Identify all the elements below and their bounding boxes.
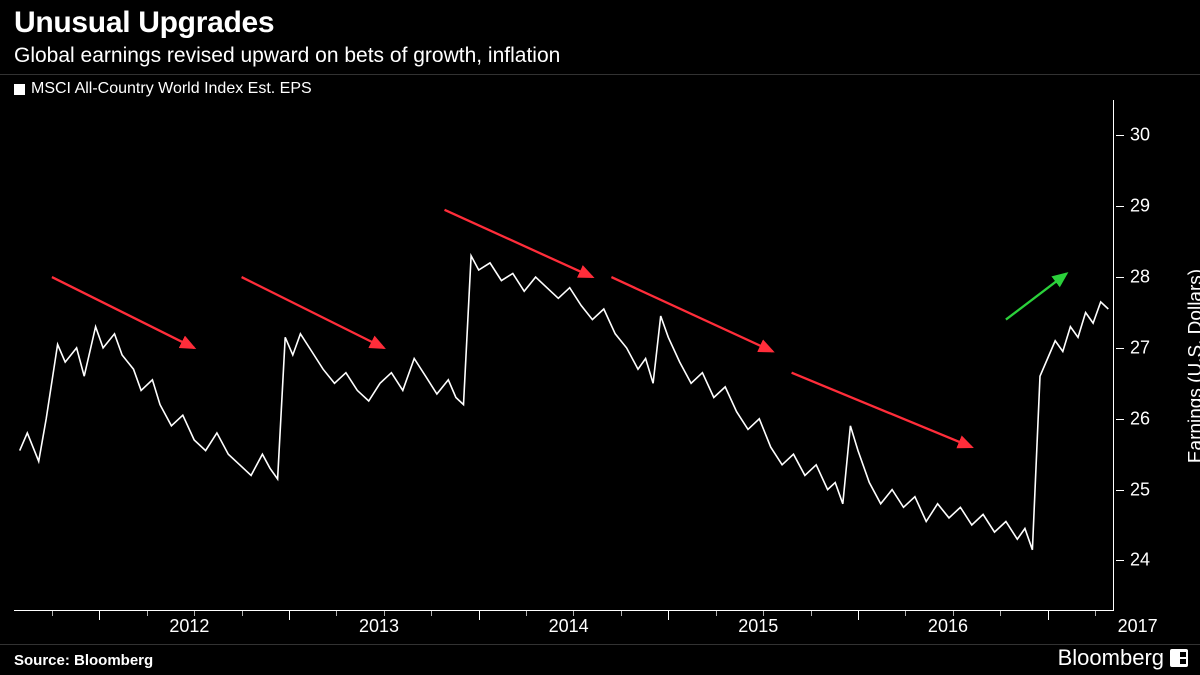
trend-arrow-up <box>1006 274 1067 320</box>
x-minor-tick <box>716 610 717 616</box>
chart-subtitle: Global earnings revised upward on bets o… <box>14 44 560 68</box>
y-axis: 24 25 26 27 28 29 30 <box>1116 100 1166 610</box>
y-tick <box>1116 348 1124 349</box>
x-minor-tick <box>147 610 148 616</box>
x-minor-tick <box>52 610 53 616</box>
brand-text: Bloomberg <box>1058 645 1164 671</box>
y-tick-label: 29 <box>1130 196 1150 217</box>
x-tick <box>289 610 290 620</box>
legend: MSCI All-Country World Index Est. EPS <box>14 80 312 98</box>
y-tick <box>1116 419 1124 420</box>
x-minor-tick <box>1095 610 1096 616</box>
line-chart-svg <box>14 100 1114 610</box>
x-tick-label: 2013 <box>359 616 399 637</box>
y-tick <box>1116 135 1124 136</box>
trend-arrow-down <box>52 277 194 348</box>
x-minor-tick <box>573 610 574 616</box>
x-minor-tick <box>526 610 527 616</box>
legend-label: MSCI All-Country World Index Est. EPS <box>31 80 312 98</box>
x-minor-tick <box>431 610 432 616</box>
y-axis-title: Earnings (U.S. Dollars) <box>1185 269 1200 463</box>
y-tick <box>1116 206 1124 207</box>
divider <box>0 644 1200 645</box>
x-minor-tick <box>905 610 906 616</box>
trend-arrow-down <box>242 277 384 348</box>
axis-border-bottom <box>14 610 1114 611</box>
x-minor-tick <box>621 610 622 616</box>
y-tick-label: 26 <box>1130 408 1150 429</box>
chart-frame: Unusual Upgrades Global earnings revised… <box>0 0 1200 675</box>
x-tick-label: 2016 <box>928 616 968 637</box>
trend-arrow-down <box>792 373 972 447</box>
x-tick <box>479 610 480 620</box>
x-minor-tick <box>384 610 385 616</box>
y-tick <box>1116 560 1124 561</box>
y-tick-label: 24 <box>1130 550 1150 571</box>
trend-arrow-down <box>611 277 772 351</box>
x-axis: 201220132014201520162017 <box>14 612 1114 640</box>
legend-swatch <box>14 84 25 95</box>
y-tick-label: 27 <box>1130 337 1150 358</box>
x-tick-label: 2017 <box>1118 616 1158 637</box>
x-minor-tick <box>953 610 954 616</box>
trend-arrow-down <box>445 210 593 277</box>
x-tick-label: 2012 <box>169 616 209 637</box>
x-tick-label: 2014 <box>549 616 589 637</box>
y-tick-label: 25 <box>1130 479 1150 500</box>
x-minor-tick <box>1000 610 1001 616</box>
y-tick <box>1116 277 1124 278</box>
divider <box>0 74 1200 75</box>
x-minor-tick <box>336 610 337 616</box>
axis-border-right <box>1113 100 1114 610</box>
x-minor-tick <box>242 610 243 616</box>
series-line <box>20 256 1109 550</box>
bloomberg-icon <box>1170 649 1188 667</box>
source-text: Source: Bloomberg <box>14 652 153 669</box>
x-tick <box>668 610 669 620</box>
x-tick <box>99 610 100 620</box>
x-minor-tick <box>811 610 812 616</box>
brand-label: Bloomberg <box>1058 645 1188 671</box>
x-tick <box>1048 610 1049 620</box>
y-tick-label: 30 <box>1130 125 1150 146</box>
y-tick-label: 28 <box>1130 267 1150 288</box>
x-tick <box>858 610 859 620</box>
x-minor-tick <box>194 610 195 616</box>
x-tick-label: 2015 <box>738 616 778 637</box>
plot-area <box>14 100 1114 610</box>
chart-title: Unusual Upgrades <box>14 6 274 40</box>
x-minor-tick <box>763 610 764 616</box>
y-tick <box>1116 490 1124 491</box>
